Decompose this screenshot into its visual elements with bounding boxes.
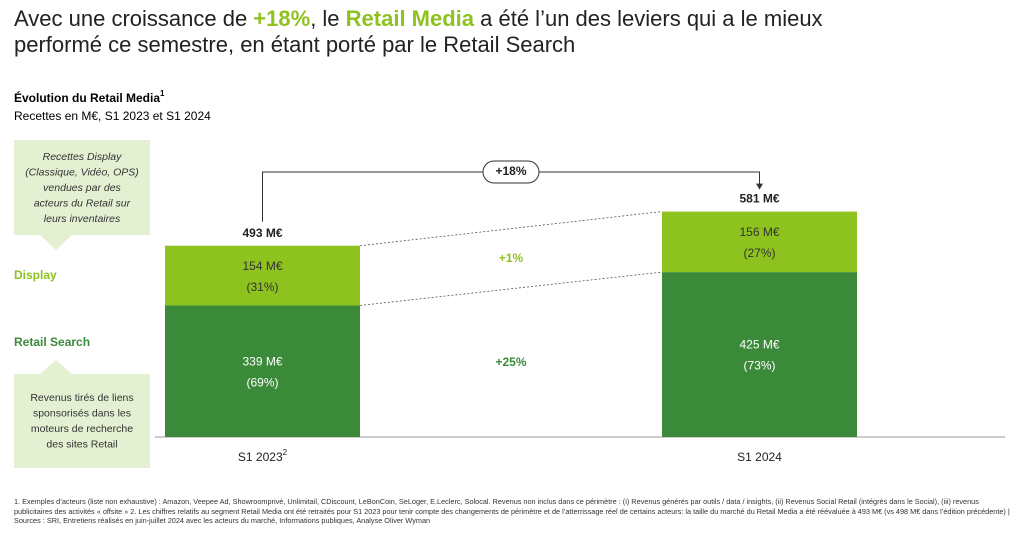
headline-part: performé ce semestre, en étant porté par… (14, 32, 576, 57)
footnote-ref: 2 (283, 448, 288, 457)
value-label: 339 M€ (242, 354, 282, 368)
total-label: 493 M€ (242, 226, 282, 240)
headline: Avec une croissance de +18%, le Retail M… (14, 6, 823, 58)
note-text: acteurs du Retail sur (34, 197, 131, 209)
bar-segment (165, 245, 360, 306)
note-text: sponsorisés dans les (33, 407, 131, 419)
note-text: Recettes Display (43, 151, 123, 163)
share-label: (27%) (743, 246, 775, 260)
chart: Évolution du Retail Media1 Recettes en M… (14, 89, 1005, 468)
value-label: 425 M€ (739, 338, 779, 352)
note-box (14, 140, 150, 235)
bracket-arrow (756, 183, 763, 190)
connector (359, 211, 663, 247)
footnote: 1. Exemples d’acteurs (liste non exhaust… (14, 497, 1010, 525)
value-label: 156 M€ (739, 225, 779, 239)
connector (359, 271, 663, 306)
bar-segment (662, 272, 857, 437)
legend-label: Display (14, 268, 57, 282)
note-text: Revenus tirés de liens (30, 392, 133, 404)
total-label: 581 M€ (739, 192, 779, 206)
chart-subtitle: Recettes en M€, S1 2023 et S1 2024 (14, 109, 211, 123)
share-label: (73%) (743, 359, 775, 373)
bar-segment (165, 305, 360, 437)
category-name: S1 2023 (238, 450, 283, 464)
bar-segment (662, 211, 857, 273)
chart-title: Évolution du Retail Media1 (14, 89, 165, 105)
note-text: vendues par des (43, 182, 121, 194)
note-text: moteurs de recherche (31, 423, 133, 435)
total-growth-label: +18% (495, 164, 526, 178)
note-box (14, 374, 150, 468)
headline-highlight: Retail Media (345, 6, 475, 31)
note-pointer (40, 235, 72, 250)
footnote-ref: 1 (160, 89, 165, 98)
growth-pill (482, 160, 540, 184)
note-pointer (40, 360, 72, 374)
headline-highlight: +18% (253, 6, 311, 31)
category-name: S1 2024 (737, 450, 782, 464)
growth-label: +25% (495, 355, 526, 369)
chart-title-text: Évolution du Retail Media (14, 90, 160, 105)
note-text: des sites Retail (46, 438, 117, 450)
value-label: 154 M€ (242, 259, 282, 273)
x-tick-label: S1 2024 (737, 450, 782, 464)
note-text: (Classique, Vidéo, OPS) (25, 166, 139, 178)
growth-label: +1% (499, 251, 524, 265)
headline-part: , le (310, 6, 346, 31)
note-text: leurs inventaires (44, 213, 121, 225)
share-label: (69%) (246, 375, 278, 389)
share-label: (31%) (246, 280, 278, 294)
legend-label: Retail Search (14, 335, 90, 349)
x-tick-label: S1 20232 (238, 448, 288, 464)
headline-part: Avec une croissance de (14, 6, 254, 31)
headline-part: a été l’un des leviers qui a le mieux (474, 6, 823, 31)
